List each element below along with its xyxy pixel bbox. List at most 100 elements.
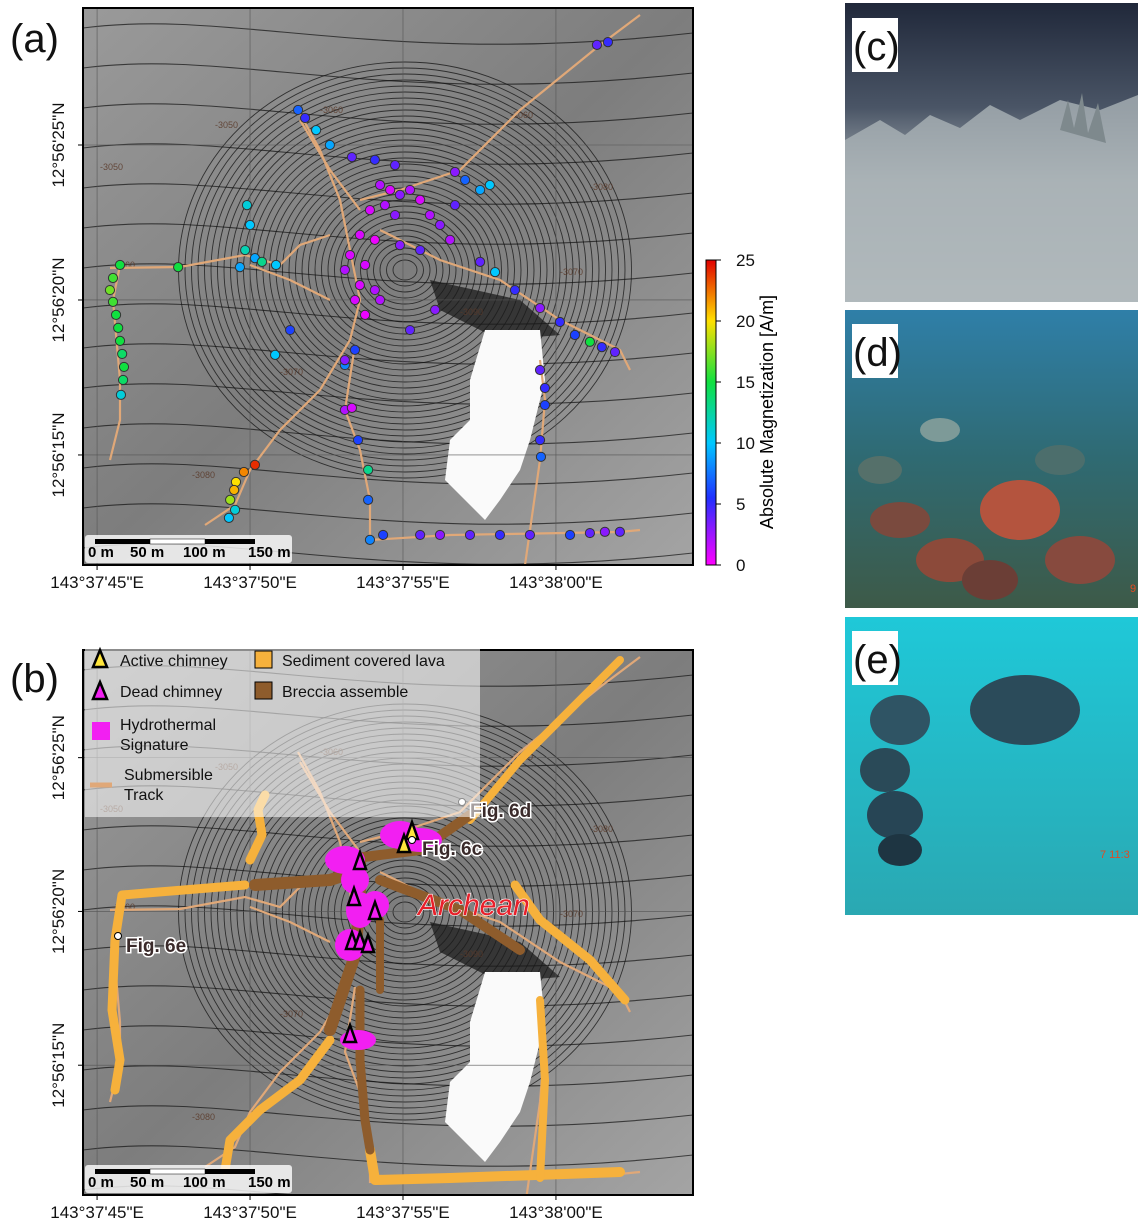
magnetization-point: [374, 179, 386, 191]
magnetization-point: [539, 382, 551, 394]
magnetization-point: [489, 266, 501, 278]
colorbar-label: Absolute Magnetization [A/m]: [757, 295, 777, 529]
magnetization-point: [352, 434, 364, 446]
contour-label: -3080: [590, 182, 613, 192]
magnetization-point: [364, 534, 376, 545]
magnetization-point: [369, 154, 380, 165]
panel-label: (d): [853, 331, 902, 375]
annotation: Fig. 6e: [126, 936, 186, 957]
chimney: [396, 831, 412, 854]
magnetization-point: [364, 204, 376, 216]
geology-track: [375, 875, 525, 955]
contour: [83, 343, 693, 365]
contour: [83, 463, 693, 485]
legend-label: Sediment covered lava: [282, 653, 445, 670]
contour: [197, 79, 613, 461]
magnetization-point: [584, 336, 596, 347]
magnetization-point: [569, 329, 581, 341]
contour: [83, 825, 693, 847]
contour: [83, 183, 693, 205]
contour: [223, 103, 587, 437]
contour-label: -3050: [100, 162, 123, 172]
contour: [83, 423, 693, 445]
contour: [210, 91, 600, 449]
geology-track: [466, 656, 624, 824]
magnetization-point: [494, 529, 506, 541]
contour: [191, 73, 619, 467]
magnetization-point: [484, 179, 495, 191]
magnetization-point: [379, 200, 391, 211]
magnetization-point: [114, 259, 126, 271]
magnetization-point: [449, 200, 461, 211]
geology-track: [536, 996, 549, 1182]
legend: Active chimney Dead chimney Hydrothermal Si…: [85, 645, 480, 817]
contour-label: -3050: [215, 120, 238, 130]
steep-slope: [430, 280, 560, 340]
magnetization-point: [249, 459, 261, 470]
magnetization-point: [389, 209, 401, 221]
contour: [386, 253, 424, 287]
magnetization-point: [378, 529, 389, 541]
contour: [83, 23, 693, 45]
magnetization-point: [240, 244, 251, 256]
magnetization-point: [584, 527, 596, 539]
colorbar-tick-label: 25: [736, 251, 755, 270]
chimney: [352, 848, 368, 871]
magnetization-point: [285, 324, 296, 336]
chimney: [346, 884, 362, 907]
scale-bar-label: 0 m: [88, 544, 114, 561]
magnetization-point: [534, 364, 546, 376]
contour: [83, 945, 693, 967]
panel-label: (a): [10, 17, 59, 61]
contour: [288, 163, 522, 377]
contour: [301, 175, 509, 365]
chimney: [360, 931, 376, 954]
magnetization-point: [509, 284, 521, 296]
legend-key: [91, 646, 109, 669]
magnetization-point: [394, 240, 406, 251]
contour: [83, 383, 693, 405]
magnetization-point: [244, 219, 256, 231]
magnetization-point: [346, 151, 358, 163]
legend-key: [92, 722, 110, 740]
map-a: -3050-3060-3050-3060-3080-3060-3070-3090…: [83, 8, 693, 565]
annotation-dot: [408, 836, 416, 844]
contour-label: -3090: [460, 949, 483, 959]
magnetization-point: [534, 302, 546, 314]
legend-label: Active chimney: [120, 653, 228, 670]
legend-box: [85, 645, 480, 817]
magnetization-point: [115, 389, 127, 400]
no-data: [445, 972, 545, 1162]
magnetization-point: [225, 494, 236, 506]
scale-bar-seg: [95, 539, 150, 544]
chimney: [342, 1021, 358, 1044]
legend-label: Dead chimney: [120, 684, 222, 701]
submersible-track: [204, 109, 362, 526]
scale-bar-seg: [205, 1169, 255, 1174]
magnetization-point: [394, 189, 406, 201]
y-tick-label: 12°56'25"N: [49, 715, 68, 800]
magnetization-point: [117, 374, 129, 386]
panel-label: (b): [10, 657, 59, 701]
magnetization-point: [424, 209, 436, 221]
annotation: Fig. 6d: [470, 801, 531, 822]
scale-bar: 0 m 50 m 100 m 150 m: [85, 1165, 292, 1193]
chimney: [352, 928, 368, 951]
contour-label: -3070: [560, 909, 583, 919]
y-tick-label: 12°56'20"N: [49, 257, 68, 342]
colorbar-tick-label: 5: [736, 495, 745, 514]
scale-bar-seg: [95, 1169, 150, 1174]
magnetization-point: [369, 234, 380, 245]
annotation: Archean: [416, 889, 530, 922]
magnetization-point: [229, 484, 240, 496]
map-frame: [82, 7, 694, 566]
colorbar-tick-label: 20: [736, 312, 755, 331]
magnetization-point: [534, 434, 546, 446]
contour-label: -3090: [460, 307, 483, 317]
magnetization-point: [474, 184, 486, 196]
magnetization-point: [539, 399, 551, 411]
magnetization-point: [464, 529, 476, 541]
contour: [301, 817, 509, 1007]
x-tick-label: 143°37'45"E: [50, 1203, 144, 1222]
